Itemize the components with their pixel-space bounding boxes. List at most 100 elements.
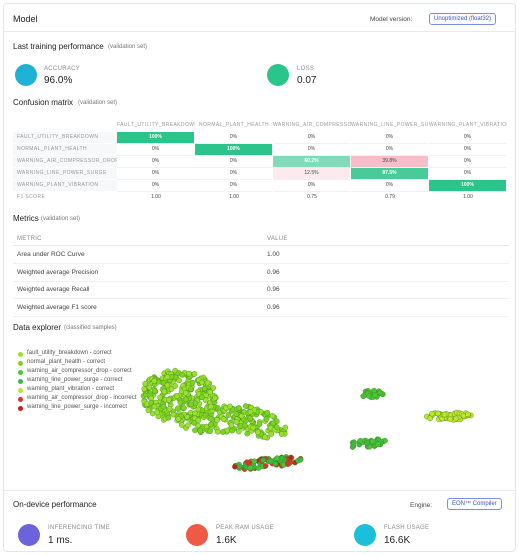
- sample-point: [274, 424, 280, 430]
- sample-point: [178, 422, 185, 428]
- sample-point: [435, 410, 441, 417]
- row-header: FAULT_UTILITY_BREAKDOWN: [13, 132, 117, 143]
- device-title: On-device performance: [13, 500, 97, 509]
- matrix-cell: 0%: [429, 132, 506, 144]
- metric-icon: [354, 524, 376, 546]
- sample-point: [157, 394, 163, 401]
- model-card: Model Model version: Unoptimized (float3…: [3, 3, 516, 552]
- sample-point: [262, 463, 269, 469]
- matrix-cell: 0%: [117, 168, 194, 180]
- sample-point: [182, 396, 189, 403]
- legend-label: warning_plant_vibration - correct: [27, 386, 115, 392]
- sample-point: [207, 415, 214, 422]
- sample-point: [199, 379, 205, 386]
- legend-label: warning_line_power_surge - incorrect: [27, 404, 128, 410]
- f1-cell: 1.00: [229, 194, 239, 200]
- sample-point: [278, 431, 285, 437]
- sample-point: [465, 411, 471, 418]
- metric-name: Area under ROC Curve: [17, 251, 85, 258]
- value-header: VALUE: [267, 236, 288, 242]
- metric-name: Weighted average Precision: [17, 268, 99, 276]
- sample-point: [165, 414, 172, 421]
- sample-point: [268, 458, 275, 465]
- sample-point: [220, 429, 226, 435]
- sample-point: [279, 455, 285, 462]
- sample-point: [250, 424, 256, 431]
- sample-point: [375, 441, 381, 448]
- sample-point: [441, 411, 448, 418]
- sample-point: [142, 380, 149, 387]
- sample-point: [187, 386, 194, 392]
- sample-point: [226, 403, 233, 410]
- sample-point: [207, 389, 214, 396]
- sample-point: [208, 421, 214, 428]
- confusion-title: Confusion matrix: [13, 98, 74, 107]
- confusion-table: FAULT_UTILITY_BREAKDOWN NORMAL_PLANT_HEAL…: [13, 120, 509, 206]
- sample-point: [447, 416, 454, 422]
- metric-label: FLASH USAGE: [384, 525, 430, 531]
- legend-dot: [18, 397, 23, 402]
- accuracy-label: ACCURACY: [44, 66, 81, 72]
- sample-point: [175, 416, 182, 422]
- sample-point: [166, 397, 172, 403]
- sample-point: [228, 422, 235, 429]
- sample-point: [181, 405, 187, 411]
- matrix-cell: 100%: [429, 180, 506, 192]
- model-version-select[interactable]: Unoptimized (float32): [429, 13, 497, 25]
- sample-point: [268, 431, 275, 437]
- sample-point: [164, 374, 171, 380]
- legend-dot: [18, 370, 23, 375]
- sample-point: [179, 371, 185, 378]
- metric-value: 16.6K: [384, 535, 411, 546]
- column-header: FAULT_UTILITY_BREAKDOWN: [117, 122, 195, 128]
- divider: [13, 280, 509, 282]
- column-header: WARNING_AIR_COMPRESSOR_DROP: [273, 122, 351, 128]
- loss-value: 0.07: [297, 75, 317, 86]
- sample-point: [188, 401, 194, 408]
- legend-dot: [18, 361, 23, 366]
- matrix-cell: 0%: [195, 180, 272, 192]
- matrix-cell: 0%: [117, 180, 194, 192]
- sample-point: [202, 412, 209, 419]
- matrix-cell: 0%: [429, 168, 506, 180]
- sample-point: [191, 371, 198, 377]
- f1-cell: 0.79: [385, 194, 395, 200]
- sample-point: [232, 463, 238, 470]
- sample-point: [372, 392, 378, 398]
- legend-label: normal_plant_health - correct: [27, 359, 106, 365]
- legend-dot: [18, 406, 23, 411]
- matrix-cell: 0%: [117, 144, 194, 156]
- sample-point: [429, 410, 435, 417]
- sample-point: [166, 405, 173, 412]
- divider: [4, 31, 515, 32]
- matrix-cell: 0%: [351, 180, 428, 192]
- accuracy-value: 96.0%: [44, 75, 73, 86]
- sample-point: [263, 416, 270, 422]
- divider: [13, 263, 509, 264]
- sample-point: [195, 406, 202, 413]
- sample-point: [177, 399, 184, 406]
- divider: [4, 490, 515, 491]
- column-header: NORMAL_PLANT_HEALTH: [198, 122, 270, 128]
- device-metrics: INFERENCING TIME 1 ms. PEAK RAM USAGE 1.6K F…: [4, 520, 515, 550]
- matrix-cell: 0%: [273, 132, 350, 144]
- explorer-note: (classified samples): [64, 325, 117, 331]
- sample-point: [282, 424, 289, 431]
- engine-select[interactable]: EON™ Compiler: [447, 498, 502, 510]
- sample-point: [145, 407, 152, 414]
- matrix-cell: 100%: [195, 144, 272, 156]
- divider: [13, 315, 509, 317]
- matrix-cell: 12.5%: [273, 168, 350, 180]
- sample-point: [242, 422, 248, 429]
- matrix-cell: 0%: [273, 144, 350, 156]
- sample-point: [264, 409, 271, 416]
- metric-icon: [18, 524, 40, 546]
- sample-point: [220, 416, 227, 422]
- legend-dot: [18, 388, 23, 393]
- sample-point: [256, 421, 263, 427]
- metric-value: 1.6K: [216, 535, 237, 546]
- metric-icon: [186, 524, 208, 546]
- sample-point: [202, 397, 209, 403]
- matrix-cell: 39.8%: [351, 156, 428, 168]
